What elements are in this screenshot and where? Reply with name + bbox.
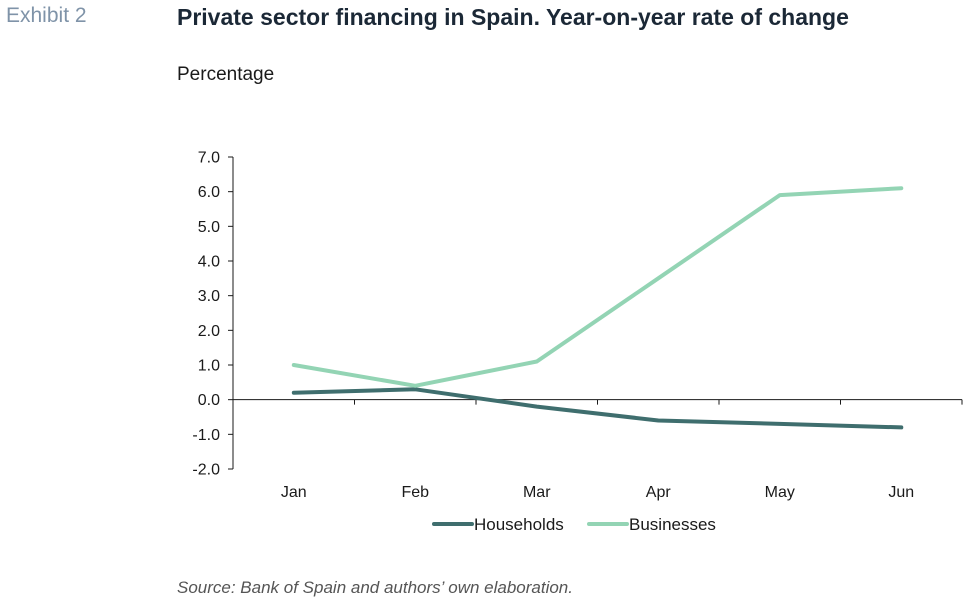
chart-subtitle: Percentage [177,64,275,85]
x-tick-label: Apr [646,484,672,501]
y-tick-label: 4.0 [198,254,220,271]
y-tick-label: 2.0 [198,323,220,340]
y-tick-label: 3.0 [198,288,220,305]
legend-label-households: Households [474,515,564,534]
y-tick-label: -2.0 [192,462,220,479]
exhibit-label: Exhibit 2 [6,4,87,27]
y-tick-label: 0.0 [198,392,220,409]
series-line-households [291,387,904,430]
x-tick-label: Jun [888,484,914,501]
x-tick-label: May [765,484,795,501]
x-tick-label: Jan [281,484,307,501]
y-tick-label: 7.0 [198,150,220,167]
y-tick-label: 5.0 [198,219,220,236]
x-tick-label: Mar [523,484,551,501]
source-note: Source: Bank of Spain and authors’ own e… [177,578,573,597]
series-line-businesses [291,186,904,388]
x-tick-label: Feb [401,484,429,501]
y-tick-label: 6.0 [198,184,220,201]
legend-label-businesses: Businesses [629,515,716,534]
chart-title: Private sector financing in Spain. Year-… [177,4,849,30]
y-tick-label: 1.0 [198,358,220,375]
y-tick-label: -1.0 [192,427,220,444]
